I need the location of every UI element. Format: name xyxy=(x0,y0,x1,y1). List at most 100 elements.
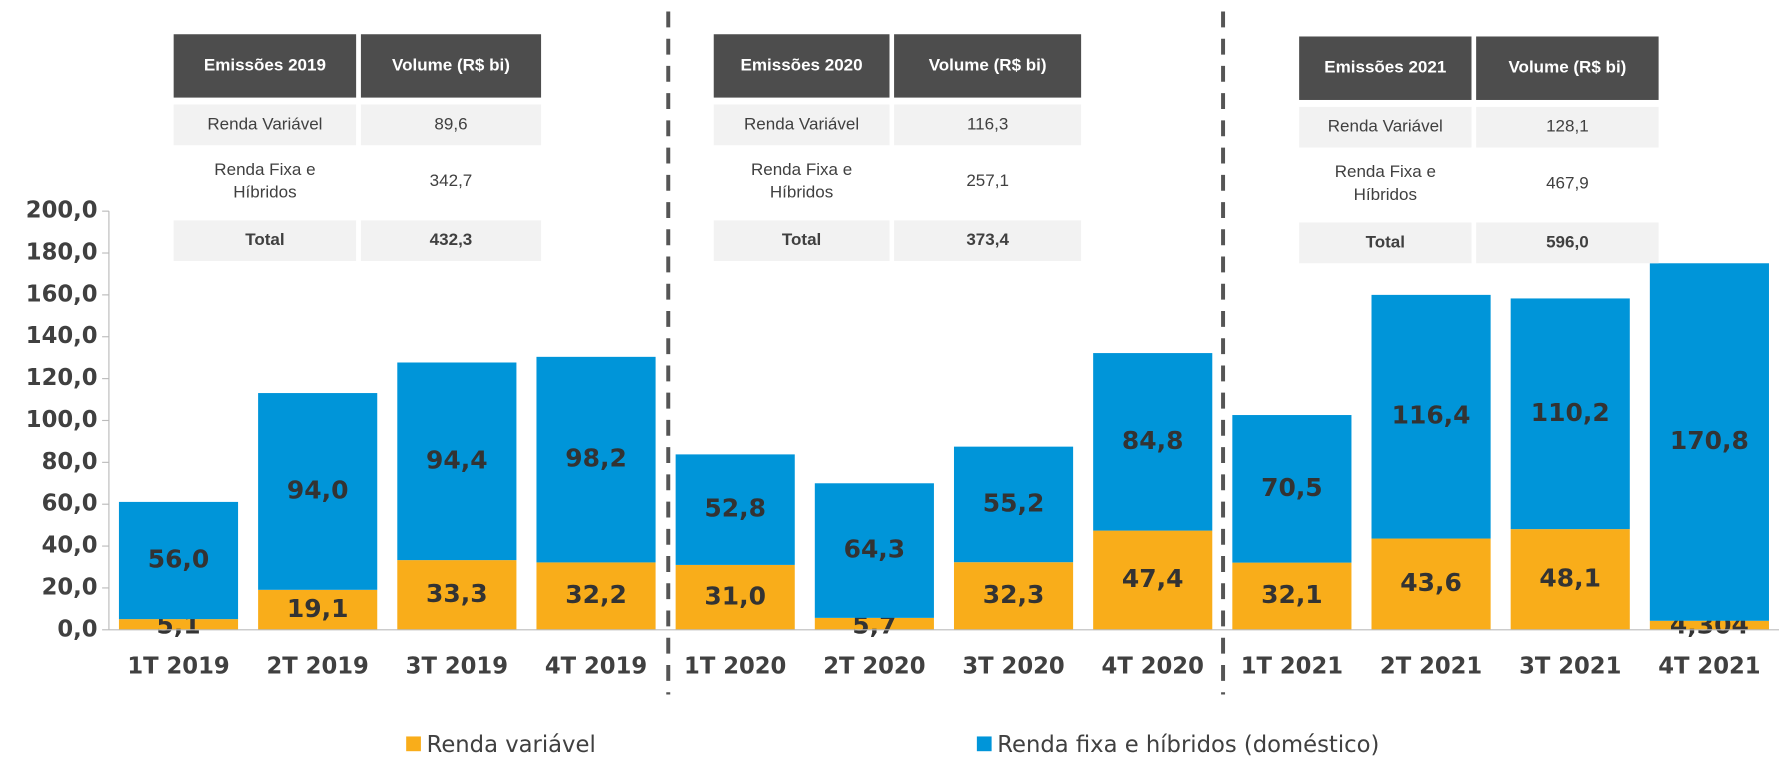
x-tick-label: 4T 2020 xyxy=(1102,654,1204,680)
bar-segment xyxy=(1510,298,1630,530)
legend-label: Renda variável xyxy=(427,732,596,757)
x-tick-label: 3T 2021 xyxy=(1519,654,1621,680)
x-tick-label: 2T 2019 xyxy=(267,654,369,680)
bar-segment xyxy=(118,619,239,630)
y-tick-label: 40,0 xyxy=(42,533,98,559)
x-tick-label: 2T 2021 xyxy=(1380,654,1482,680)
table-cell-text: Total xyxy=(173,220,357,262)
bar-segment xyxy=(397,362,517,561)
y-tick-label: 140,0 xyxy=(26,323,98,349)
x-tick-label: 4T 2021 xyxy=(1658,654,1760,680)
table-cell-text: 342,7 xyxy=(429,171,473,191)
table-cell: Renda Variável xyxy=(173,104,357,146)
x-tick-label: 1T 2020 xyxy=(684,654,786,680)
bar-segment xyxy=(675,454,795,565)
data-label: 48,1 xyxy=(1539,563,1601,592)
table-cell-text: 257,1 xyxy=(966,171,1009,191)
data-label: 43,6 xyxy=(1400,568,1462,597)
bar-segment xyxy=(1093,353,1213,531)
table-cell: 128,1 xyxy=(1476,106,1659,148)
table-cell: Volume (R$ bi) xyxy=(360,34,542,98)
table-cell: 89,6 xyxy=(360,104,542,146)
bar-segment xyxy=(675,564,795,630)
data-label: 33,3 xyxy=(426,579,488,608)
table-header: Volume (R$ bi) xyxy=(1476,36,1659,100)
table-cell-text: Renda Variável xyxy=(173,104,357,146)
table-cell-text: Renda Fixa e Híbridos xyxy=(1334,162,1436,205)
data-label: 32,1 xyxy=(1261,580,1323,609)
data-label: 116,4 xyxy=(1392,401,1471,430)
bar-segment xyxy=(953,562,1074,630)
y-tick-label: 120,0 xyxy=(26,365,98,391)
bar-segment xyxy=(814,617,934,630)
table-header: Emissões 2019 xyxy=(173,34,357,98)
table-cell-text: Renda Fixa e Híbridos xyxy=(750,159,853,203)
bar-segment xyxy=(1093,530,1213,630)
table-cell-text: 373,4 xyxy=(894,220,1082,262)
data-label: 98,2 xyxy=(565,444,627,473)
bar-segment xyxy=(258,393,378,590)
y-tick-label: 100,0 xyxy=(26,407,98,433)
table-cell-text: 596,0 xyxy=(1476,222,1659,264)
table-cell: 257,1 xyxy=(966,171,1009,191)
bar-segment xyxy=(536,562,656,630)
bar-segment xyxy=(1371,294,1491,539)
table-cell: Renda Fixa e Híbridos xyxy=(214,160,315,202)
data-label: 47,4 xyxy=(1122,564,1184,593)
table-cell: Emissões 2021 xyxy=(1299,36,1472,100)
bar-segment xyxy=(536,356,656,563)
table-header: Emissões 2020 xyxy=(713,34,890,98)
table-header: Volume (R$ bi) xyxy=(360,34,542,98)
data-label: 55,2 xyxy=(983,488,1045,517)
legend-swatch xyxy=(976,736,992,752)
y-tick-label: 20,0 xyxy=(42,574,98,600)
data-label: 31,0 xyxy=(704,581,766,610)
y-tick-label: 180,0 xyxy=(26,240,98,266)
bar-segment xyxy=(1649,620,1769,630)
table-cell: 432,3 xyxy=(360,220,542,262)
x-tick-label: 3T 2020 xyxy=(962,654,1064,680)
table-cell: 373,4 xyxy=(894,220,1082,262)
table-cell: Renda Fixa e Híbridos xyxy=(1334,162,1436,205)
bar-segment xyxy=(814,483,934,618)
y-tick-label: 200,0 xyxy=(26,198,98,224)
y-tick-label: 0,0 xyxy=(57,616,97,642)
y-tick-label: 80,0 xyxy=(42,449,98,475)
table-cell-text: 116,3 xyxy=(894,104,1082,146)
bar-segment xyxy=(1510,529,1630,630)
bar-segment xyxy=(258,589,378,630)
x-tick-label: 1T 2021 xyxy=(1241,654,1343,680)
data-label: 70,5 xyxy=(1261,473,1323,502)
table-cell-text: Renda Variável xyxy=(713,104,890,146)
legend-label: Renda fixa e híbridos (doméstico) xyxy=(997,732,1379,757)
x-tick-label: 3T 2019 xyxy=(406,654,508,680)
x-tick-label: 4T 2019 xyxy=(545,654,647,680)
table-cell: Renda Variável xyxy=(713,104,890,146)
table-cell: Renda Fixa e Híbridos xyxy=(750,159,853,203)
table-cell: 596,0 xyxy=(1476,222,1659,264)
data-label: 19,1 xyxy=(287,594,349,623)
table-cell: Emissões 2019 xyxy=(173,34,357,98)
bar-segment xyxy=(1371,538,1491,630)
legend-swatch xyxy=(406,736,421,752)
bar-segment xyxy=(953,446,1074,563)
table-cell: Emissões 2020 xyxy=(713,34,890,98)
table-cell: Total xyxy=(713,220,890,262)
x-tick-label: 2T 2020 xyxy=(823,654,925,680)
data-label: 56,0 xyxy=(148,545,210,574)
table-cell-text: Total xyxy=(713,220,890,262)
table-cell-text: 432,3 xyxy=(360,220,542,262)
bar-segment xyxy=(118,501,239,620)
data-label: 94,4 xyxy=(426,445,488,474)
table-cell: 467,9 xyxy=(1546,174,1589,193)
bar-segment xyxy=(397,560,517,630)
data-label: 94,0 xyxy=(287,475,349,504)
data-label: 84,8 xyxy=(1122,426,1184,455)
table-cell-text: Total xyxy=(1299,222,1472,264)
data-label: 170,8 xyxy=(1670,426,1749,455)
table-cell-text: 89,6 xyxy=(360,104,542,146)
bar-segment xyxy=(1232,562,1352,630)
table-cell: 116,3 xyxy=(894,104,1082,146)
data-label: 52,8 xyxy=(704,494,766,523)
